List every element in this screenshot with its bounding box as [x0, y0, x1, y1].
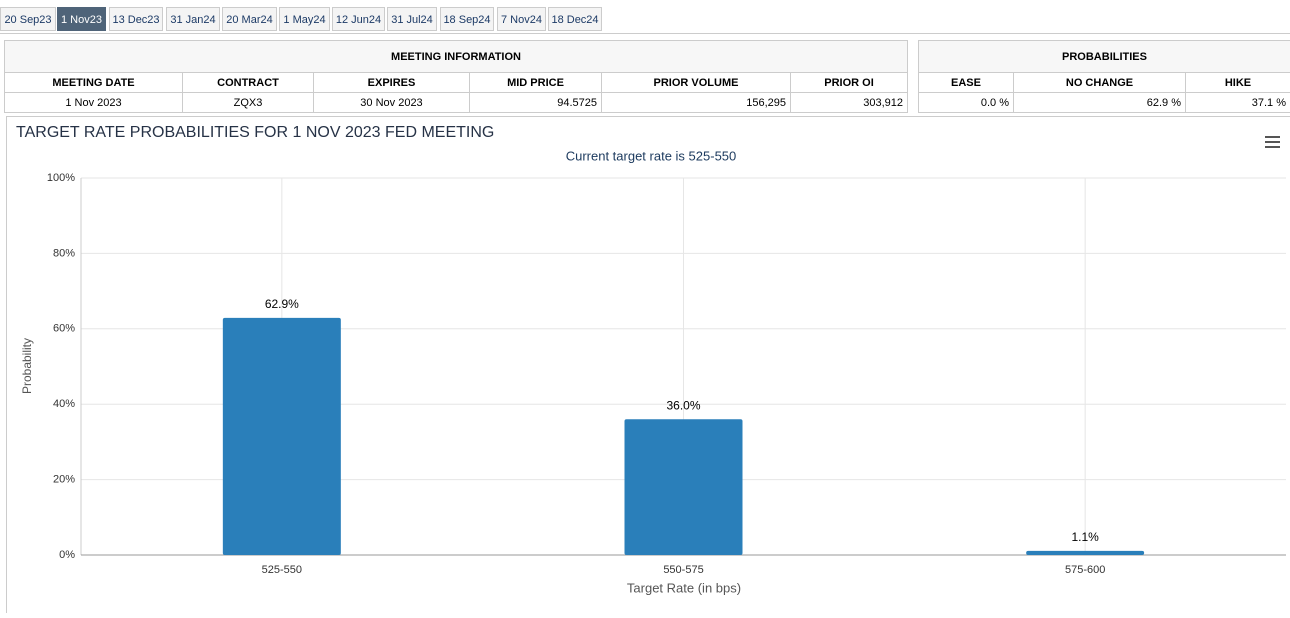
data-label: 62.9% [265, 297, 299, 311]
date-tab[interactable]: 18 Dec24 [548, 7, 602, 31]
table-title: MEETING INFORMATION [5, 41, 908, 73]
column-header: HIKE [1186, 73, 1290, 93]
chart-panel: TARGET RATE PROBABILITIES FOR 1 NOV 2023… [6, 116, 1290, 613]
table-title: PROBABILITIES [919, 41, 1290, 73]
date-tab[interactable]: 20 Mar24 [222, 7, 277, 31]
y-tick-label: 20% [53, 474, 75, 486]
column-header: MEETING DATE [5, 73, 183, 93]
y-tick-label: 0% [59, 549, 75, 561]
y-tick-label: 40% [53, 398, 75, 410]
bar [1026, 551, 1144, 555]
cell: 37.1 % [1186, 93, 1290, 113]
chart-subtitle: Current target rate is 525-550 [566, 148, 737, 163]
column-header: CONTRACT [183, 73, 314, 93]
cell: 1 Nov 2023 [5, 93, 183, 113]
menu-bar[interactable] [1265, 136, 1280, 138]
column-header: PRIOR VOLUME [602, 73, 791, 93]
data-row: 0.0 %62.9 %37.1 % [919, 93, 1290, 113]
bar [223, 318, 341, 555]
y-tick-label: 100% [47, 172, 75, 184]
y-axis-title: Probability [20, 338, 34, 394]
column-header: MID PRICE [470, 73, 602, 93]
column-header: NO CHANGE [1014, 73, 1186, 93]
column-header: EXPIRES [314, 73, 470, 93]
date-tab[interactable]: 12 Jun24 [332, 7, 385, 31]
date-tab[interactable]: 1 Nov23 [57, 7, 106, 31]
date-tab[interactable]: 31 Jan24 [166, 7, 220, 31]
bar [625, 419, 743, 555]
title-row: MEETING INFORMATION [5, 41, 908, 73]
cell: 303,912 [791, 93, 908, 113]
date-tab[interactable]: 13 Dec23 [109, 7, 163, 31]
cell: ZQX3 [183, 93, 314, 113]
column-header: PRIOR OI [791, 73, 908, 93]
chart-title: TARGET RATE PROBABILITIES FOR 1 NOV 2023… [16, 124, 494, 141]
date-tab[interactable]: 20 Sep23 [0, 7, 56, 31]
menu-bar[interactable] [1265, 146, 1280, 148]
cell: 62.9 % [1014, 93, 1186, 113]
chart: TARGET RATE PROBABILITIES FOR 1 NOV 2023… [7, 117, 1290, 613]
x-axis-title: Target Rate (in bps) [627, 580, 741, 595]
title-row: PROBABILITIES [919, 41, 1290, 73]
column-header: EASE [919, 73, 1014, 93]
y-tick-label: 60% [53, 323, 75, 335]
cell: 94.5725 [470, 93, 602, 113]
x-tick-label: 550-575 [663, 564, 703, 576]
x-tick-label: 525-550 [262, 564, 302, 576]
cell: 30 Nov 2023 [314, 93, 470, 113]
cell: 156,295 [602, 93, 791, 113]
date-tab[interactable]: 31 Jul24 [387, 7, 437, 31]
y-tick-label: 80% [53, 247, 75, 259]
menu-icon[interactable] [1265, 136, 1280, 148]
data-label: 1.1% [1071, 530, 1099, 544]
date-tab[interactable]: 18 Sep24 [440, 7, 494, 31]
menu-bar[interactable] [1265, 141, 1280, 143]
x-tick-label: 575-600 [1065, 564, 1105, 576]
date-tab[interactable]: 7 Nov24 [497, 7, 546, 31]
cell: 0.0 % [919, 93, 1014, 113]
date-tab[interactable]: 1 May24 [279, 7, 330, 31]
data-label: 36.0% [666, 398, 700, 412]
